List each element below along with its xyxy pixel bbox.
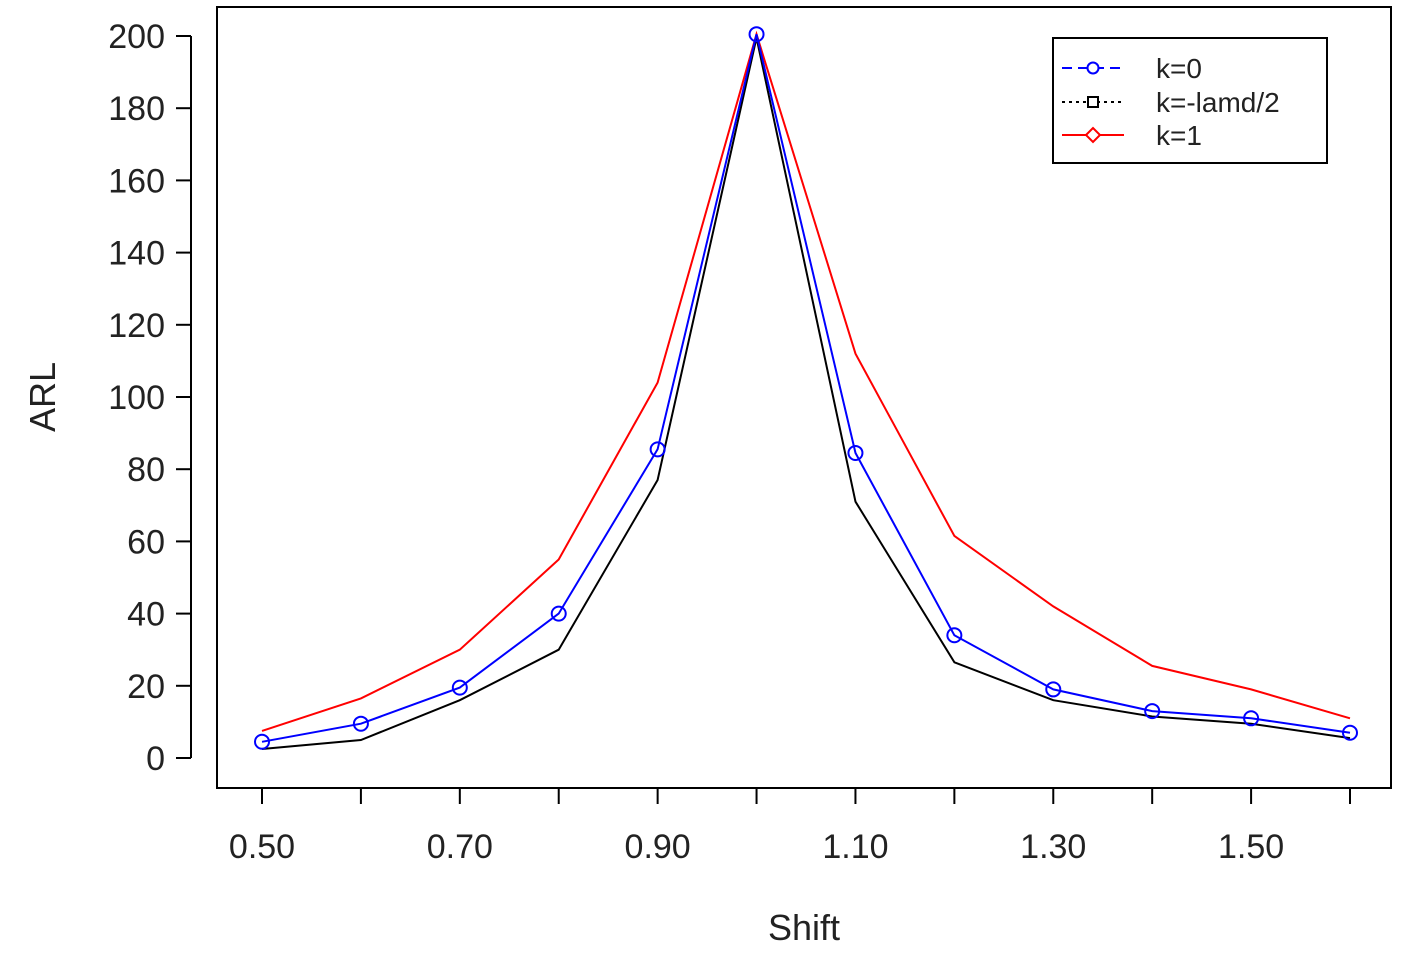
data-point [451,679,468,696]
y-tick-label: 160 [108,162,165,200]
data-point [1144,703,1161,720]
y-tick-label: 60 [127,523,165,561]
data-point [1045,681,1062,698]
legend-marker-diamond [1084,126,1102,144]
y-tick-label: 40 [127,596,165,634]
legend-label: k=0 [1156,53,1202,84]
x-tick-label: 1.50 [1218,828,1284,866]
y-tick-label: 0 [146,740,165,778]
legend: k=0k=-lamd/2k=1 [1052,37,1328,164]
x-tick-label: 0.90 [625,828,691,866]
series-2 [261,37,1351,750]
legend-label: k=1 [1156,120,1202,151]
data-point [1342,724,1358,741]
x-tick-label: 1.30 [1020,828,1086,866]
data-point [649,441,666,458]
y-tick-label: 140 [108,235,165,273]
series-1 [254,26,1358,750]
data-point [847,444,864,461]
series-layer [254,26,1358,750]
data-point [946,627,963,644]
y-tick-label: 20 [127,668,165,706]
x-tick-label: 1.10 [822,828,888,866]
y-tick-label: 120 [108,307,165,345]
series-line [261,37,1351,750]
x-axis-title: Shift [768,907,840,948]
data-point [254,733,270,750]
x-axis: 0.50 0.70 0.90 1.10 1.30 1.50 [229,787,1351,866]
series-3 [261,30,1351,732]
y-tick-label: 180 [108,90,165,128]
legend-marker-circle [1086,61,1100,75]
y-axis: 0 20 40 60 80 100 120 140 160 180 200 [108,18,192,778]
x-tick-label: 0.50 [229,828,295,866]
y-tick-label: 100 [108,379,165,417]
data-point [1243,710,1260,727]
data-point [352,715,369,732]
series-line [261,33,1351,743]
data-point [550,605,567,622]
x-tick-label: 0.70 [427,828,493,866]
series-line [261,30,1351,732]
y-tick-label: 200 [108,18,165,56]
y-axis-title: ARL [22,362,63,432]
y-tick-label: 80 [127,451,165,489]
legend-label: k=-lamd/2 [1156,87,1280,118]
legend-marker-square [1087,96,1099,108]
data-point [748,26,765,43]
